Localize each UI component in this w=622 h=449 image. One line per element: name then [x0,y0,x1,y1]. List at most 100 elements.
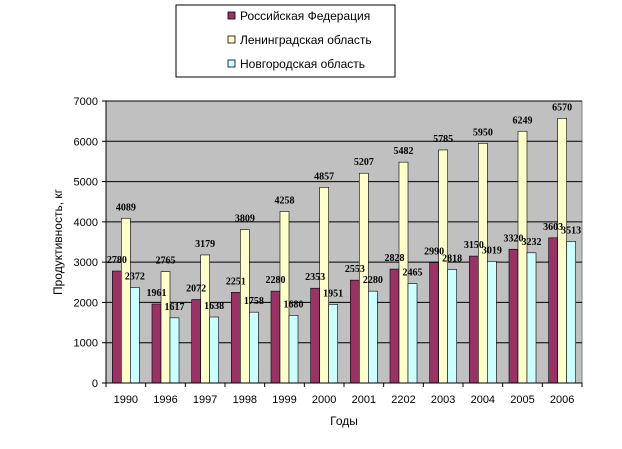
data-label: 3603 [543,222,563,233]
x-axis-title: Годы [330,414,358,428]
legend-swatch [227,11,236,20]
data-label: 5785 [433,134,453,145]
bar [231,292,241,384]
data-label: 2353 [305,272,325,283]
data-label: 5950 [473,127,493,138]
data-label: 1758 [244,296,264,307]
data-label: 1961 [147,288,167,299]
legend: Российская Федерация Ленинградская област… [175,4,396,78]
y-tick-label: 7000 [74,96,98,108]
y-tick-label: 4000 [74,217,98,229]
bar [368,290,378,384]
y-tick-label: 3000 [74,257,98,269]
x-tick-labels: 1990 1996 1997 1998 1999 2000 2001 2202 2003 2004… [114,394,575,406]
legend-entry: Ленинградская область [240,33,372,47]
x-tick-label: 2005 [510,394,534,406]
data-label: 1617 [165,302,185,313]
data-label: 3513 [561,225,581,236]
bar [557,118,567,384]
bar [350,279,360,384]
bar [151,303,162,384]
legend-entry: Российская Федерация [240,9,370,23]
legend-entry: Новгородская область [240,57,365,71]
x-tick-label: 1998 [233,394,257,406]
data-label: 1680 [284,299,304,310]
x-tick-label: 2001 [352,394,376,406]
bar [270,290,281,384]
y-tick-label: 6000 [74,136,98,148]
data-label: 5482 [394,146,414,157]
data-label: 2818 [442,253,462,264]
bar [288,315,299,384]
legend-swatch [227,35,236,44]
bar [389,268,400,384]
data-label: 6249 [513,115,533,126]
bar [328,304,338,384]
data-label: 2251 [226,276,246,287]
bar [249,311,259,384]
y-tick-label: 0 [92,378,98,390]
x-tick-label: 1997 [193,394,217,406]
bar [407,283,418,384]
data-label: 1951 [323,288,343,299]
bar [169,317,180,384]
bar [200,254,210,384]
data-label: 4857 [314,171,334,182]
data-label: 2072 [186,284,206,295]
data-label: 2280 [266,275,286,286]
x-tick-label: 2202 [391,394,415,406]
bar [112,270,122,384]
bar [478,143,488,384]
data-label: 2280 [363,275,383,286]
data-label: 6570 [552,102,572,113]
bar [319,187,329,384]
bar [209,316,219,384]
data-label: 2765 [156,256,176,267]
data-label: 3150 [464,240,484,251]
x-tick-label: 1999 [272,394,296,406]
bar [310,287,320,384]
bar [279,211,290,384]
bar [438,149,448,384]
data-label: 1638 [204,301,224,312]
data-label: 3232 [522,237,542,248]
bar [487,261,497,384]
bar [447,269,457,384]
bar [121,217,131,384]
bar [191,299,201,384]
axes [102,100,583,387]
y-tick-label: 2000 [74,297,98,309]
legend-swatch [227,59,236,68]
legend-box [175,4,396,78]
data-label: 2553 [345,264,365,275]
data-label: 5207 [354,157,374,168]
x-tick-label: 1990 [114,394,138,406]
x-tick-label: 2006 [550,394,574,406]
data-label: 3320 [504,233,524,244]
x-tick-label: 1996 [153,394,177,406]
bar [517,130,528,384]
bar [469,255,479,384]
data-label: 3019 [482,245,502,256]
bar [548,237,558,384]
x-tick-label: 2004 [471,394,495,406]
bar [508,248,519,384]
bar [429,262,439,384]
data-label: 4258 [275,195,295,206]
data-label: 2780 [107,255,127,266]
data-label: 3179 [195,239,215,250]
data-label: 2990 [424,247,444,258]
y-tick-label: 5000 [74,177,98,189]
y-tick-labels: 0 1000 2000 3000 4000 5000 6000 7000 [74,96,98,390]
y-axis-title: Продуктивность, кг [51,188,65,295]
bar [566,241,576,384]
data-label: 4089 [116,202,136,213]
gridlines [106,100,582,344]
y-tick-label: 1000 [74,338,98,350]
data-label: 2372 [125,271,145,282]
bar [526,252,537,384]
data-label: 2828 [385,253,405,264]
x-tick-label: 2000 [312,394,336,406]
